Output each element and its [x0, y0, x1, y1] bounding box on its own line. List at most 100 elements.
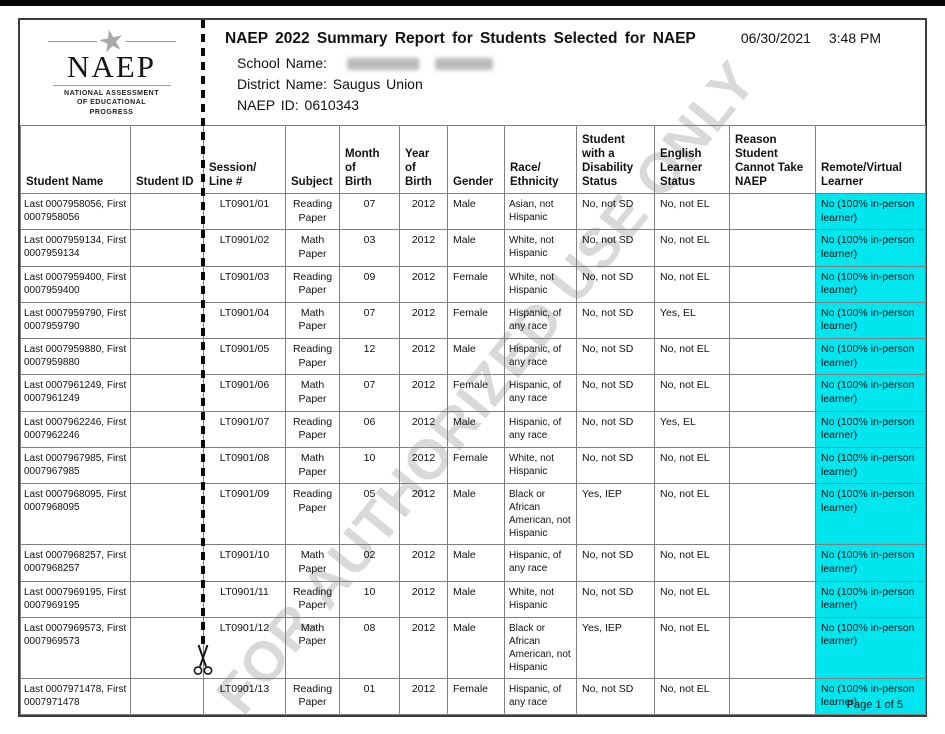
table-row: Last 0007968257, First 0007968257 LT0901/…: [20, 544, 926, 582]
session-line-cell: LT0901/03: [203, 265, 286, 303]
remote-virtual-cell: No (100% in-person learner): [815, 580, 926, 618]
logo-rule-left: [47, 40, 98, 42]
disability-status-cell: No, not SD: [576, 544, 655, 582]
col-header-year-of-birth: Year of Birth: [399, 125, 448, 194]
reason-cannot-take-cell: [729, 544, 816, 582]
table-row: Last 0007971478, First 0007971478 LT0901/…: [20, 677, 926, 716]
race-ethnicity-cell: Hispanic, of any race: [504, 374, 577, 412]
col-header-month-of-birth: Month of Birth: [339, 125, 400, 194]
student-id-cell: [130, 410, 204, 448]
reason-cannot-take-cell: [729, 483, 816, 546]
student-name-cell: Last 0007962246, First 0007962246: [20, 410, 131, 448]
logo-wordmark: NAEP: [67, 49, 156, 84]
district-name-label: District Name:: [237, 76, 327, 92]
subject-cell: Reading Paper: [285, 580, 340, 618]
student-name-cell: Last 0007968257, First 0007968257: [20, 544, 131, 582]
subject-cell: Math Paper: [285, 229, 340, 267]
remote-virtual-cell: No (100% in-person learner): [815, 374, 926, 412]
remote-virtual-cell: No (100% in-person learner): [815, 446, 926, 485]
subject-cell: Math Paper: [285, 446, 340, 485]
session-line-cell: LT0901/13: [203, 677, 286, 716]
gender-cell: Female: [447, 677, 505, 716]
table-row: Last 0007961249, First 0007961249 LT0901/…: [20, 374, 926, 412]
disability-status-cell: No, not SD: [576, 338, 655, 376]
student-name-cell: Last 0007961249, First 0007961249: [20, 374, 131, 412]
month-of-birth-cell: 07: [339, 192, 400, 231]
student-id-cell: [130, 265, 204, 303]
el-status-cell: Yes, EL: [654, 410, 730, 448]
logo-tagline: NATIONAL ASSESSMENT OF EDUCATIONAL PROGR…: [52, 85, 171, 117]
subject-cell: Math Paper: [285, 374, 340, 412]
school-name-label: School Name:: [237, 55, 327, 71]
student-id-cell: [130, 446, 204, 485]
race-ethnicity-cell: Hispanic, of any race: [504, 338, 577, 376]
race-ethnicity-cell: Black or African American, not Hispanic: [504, 616, 577, 679]
race-ethnicity-cell: Asian, not Hispanic: [504, 192, 577, 231]
cut-here-dashed-line: [201, 20, 205, 644]
naep-id-value: 0610343: [304, 97, 360, 113]
student-name-cell: Last 0007967985, First 0007967985: [20, 446, 131, 485]
table-row: Last 0007969195, First 0007969195 LT0901/…: [20, 580, 926, 618]
col-header-student-name: Student Name: [20, 125, 131, 194]
race-ethnicity-cell: Black or African American, not Hispanic: [504, 483, 577, 546]
gender-cell: Male: [447, 410, 505, 448]
col-header-disability-status: Student with a Disability Status: [576, 125, 655, 194]
reason-cannot-take-cell: [729, 229, 816, 267]
disability-status-cell: No, not SD: [576, 229, 655, 267]
student-name-cell: Last 0007959400, First 0007959400: [20, 265, 131, 303]
remote-virtual-cell: No (100% in-person learner): [815, 301, 926, 340]
race-ethnicity-cell: Hispanic, of any race: [504, 410, 577, 448]
year-of-birth-cell: 2012: [399, 544, 448, 582]
month-of-birth-cell: 05: [339, 483, 400, 546]
session-line-cell: LT0901/02: [203, 229, 286, 267]
remote-virtual-cell: No (100% in-person learner): [815, 483, 926, 546]
race-ethnicity-cell: White, not Hispanic: [504, 229, 577, 267]
race-ethnicity-cell: Hispanic, of any race: [504, 677, 577, 716]
district-name-line: District Name: Saugus Union: [225, 74, 925, 95]
subject-cell: Math Paper: [285, 544, 340, 582]
reason-cannot-take-cell: [729, 410, 816, 448]
month-of-birth-cell: 07: [339, 301, 400, 340]
table-row: Last 0007959134, First 0007959134 LT0901/…: [20, 229, 926, 267]
remote-virtual-cell: No (100% in-person learner): [815, 410, 926, 448]
subject-cell: Math Paper: [285, 301, 340, 340]
subject-cell: Reading Paper: [285, 677, 340, 716]
month-of-birth-cell: 07: [339, 374, 400, 412]
year-of-birth-cell: 2012: [399, 265, 448, 303]
gender-cell: Male: [447, 192, 505, 231]
student-id-cell: [130, 374, 204, 412]
scissors-icon: [193, 644, 213, 675]
year-of-birth-cell: 2012: [399, 677, 448, 716]
col-header-subject: Subject: [285, 125, 340, 194]
disability-status-cell: No, not SD: [576, 446, 655, 485]
report-page: ★ NAEP NATIONAL ASSESSMENT OF EDUCATIONA…: [18, 18, 927, 718]
gender-cell: Female: [447, 374, 505, 412]
month-of-birth-cell: 03: [339, 229, 400, 267]
session-line-cell: LT0901/06: [203, 374, 286, 412]
month-of-birth-cell: 10: [339, 580, 400, 618]
naep-id-label: NAEP ID:: [237, 97, 299, 113]
el-status-cell: No, not EL: [654, 677, 730, 716]
disability-status-cell: No, not SD: [576, 677, 655, 716]
col-header-el-status: English Learner Status: [654, 125, 730, 194]
col-header-gender: Gender: [447, 125, 505, 194]
reason-cannot-take-cell: [729, 338, 816, 376]
gender-cell: Male: [447, 229, 505, 267]
reason-cannot-take-cell: [729, 374, 816, 412]
el-status-cell: No, not EL: [654, 338, 730, 376]
year-of-birth-cell: 2012: [399, 338, 448, 376]
el-status-cell: No, not EL: [654, 446, 730, 485]
remote-virtual-cell: No (100% in-person learner): [815, 265, 926, 303]
gender-cell: Male: [447, 544, 505, 582]
el-status-cell: No, not EL: [654, 483, 730, 546]
student-id-cell: [130, 229, 204, 267]
reason-cannot-take-cell: [729, 192, 816, 231]
gender-cell: Male: [447, 616, 505, 679]
disability-status-cell: No, not SD: [576, 265, 655, 303]
col-header-student-id: Student ID: [130, 125, 204, 194]
el-status-cell: No, not EL: [654, 374, 730, 412]
school-name-redacted-blob: [346, 58, 419, 71]
remote-virtual-cell: No (100% in-person learner): [815, 677, 926, 716]
table-row: Last 0007959880, First 0007959880 LT0901/…: [20, 338, 926, 376]
session-line-cell: LT0901/01: [203, 192, 286, 231]
